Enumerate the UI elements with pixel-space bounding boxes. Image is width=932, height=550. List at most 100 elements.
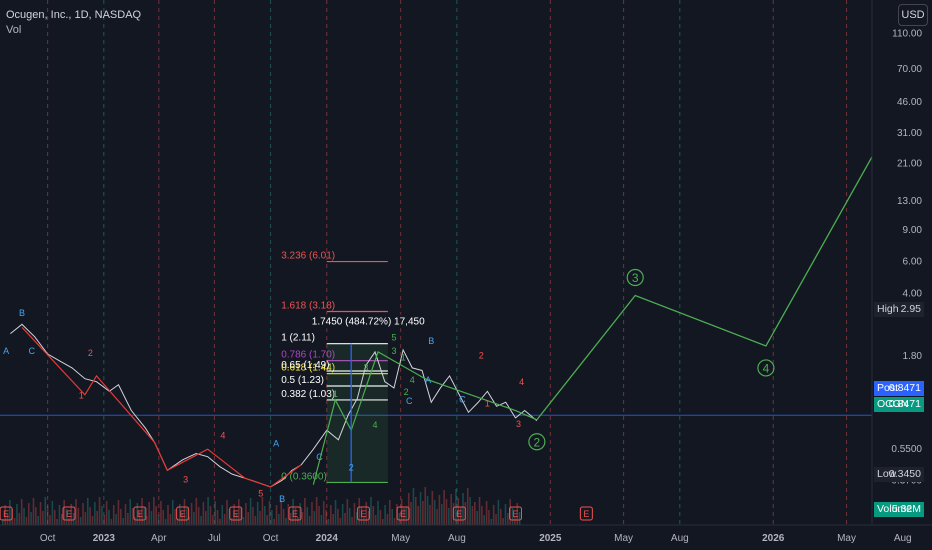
volume-bar (235, 513, 238, 525)
wave-circle (528, 433, 546, 451)
volume-bar (327, 519, 330, 525)
volume-bar (84, 512, 87, 525)
earnings-marker (62, 506, 76, 521)
volume-bar (346, 499, 349, 525)
earnings-marker (133, 506, 147, 521)
volume-bar (306, 507, 309, 525)
volume-bar (202, 502, 205, 525)
volume-bar (429, 505, 431, 525)
price-tick-label: 13.00 (897, 196, 922, 207)
volume-bar (431, 491, 434, 525)
fib-level-label: 0 (0.3600) (281, 471, 327, 482)
volume-bar (259, 511, 261, 525)
volume-bar (483, 515, 486, 525)
earnings-marker-label: E (512, 509, 518, 519)
volume-bar (101, 506, 103, 525)
volume-bar (341, 504, 344, 525)
volume-bar (63, 500, 65, 525)
volume-bar (268, 501, 271, 525)
volume-bar (79, 517, 82, 525)
earnings-marker-label: E (137, 509, 143, 519)
volume-bar (82, 503, 84, 525)
volume-bar (209, 506, 212, 525)
wave-label: 4 (373, 420, 378, 430)
volume-bar (367, 511, 370, 525)
volume-bar (405, 507, 408, 525)
volume-bar (4, 505, 6, 525)
wave-label: B (279, 494, 285, 504)
volume-bar (457, 498, 460, 525)
volume-bar (386, 514, 389, 525)
volume-bar (103, 515, 106, 525)
volume-bar (271, 510, 273, 525)
volume-tag: Volume 5.32M (874, 502, 924, 517)
volume-bar (131, 508, 134, 525)
volume-bar (292, 499, 294, 525)
volume-bar (89, 507, 91, 525)
fib-level-label: 1.618 (3.18) (281, 301, 335, 312)
wave-label: C (459, 394, 466, 404)
volume-bar (70, 504, 73, 525)
wave-label: 3 (363, 362, 368, 372)
volume-bar (181, 513, 183, 525)
volume-bar (325, 510, 327, 525)
volume-bar (35, 507, 37, 525)
volume-bar (186, 508, 188, 525)
volume-bar (226, 500, 228, 525)
time-tick-label: Aug (671, 533, 689, 544)
volume-bar (254, 516, 257, 525)
volume-bar (247, 512, 250, 525)
earnings-marker-label: E (66, 509, 72, 519)
volume-bar (98, 497, 101, 525)
time-tick-label: Oct (263, 533, 279, 544)
volume-bar (339, 518, 342, 525)
volume-bar (492, 505, 495, 525)
volume-bar (179, 504, 181, 525)
volume-bar (287, 504, 290, 525)
wave-label: C (29, 346, 36, 356)
fib-level-label: 0.618 (1.44) (281, 363, 335, 374)
volume-bar (30, 512, 32, 525)
price-tick-label: 46.00 (897, 97, 922, 108)
earnings-marker-label: E (456, 509, 462, 519)
volume-bar (356, 512, 358, 525)
time-tick-label: Aug (894, 533, 912, 544)
earnings-marker-label: E (3, 509, 9, 519)
volume-bar (304, 498, 306, 525)
volume-bar (141, 498, 143, 525)
volume-bar (495, 514, 497, 525)
wave-label: A (3, 346, 9, 356)
volume-bar (127, 513, 129, 525)
volume-bar (68, 518, 70, 525)
volume-bar (91, 516, 94, 525)
red-wave-path (21, 326, 302, 488)
low-value: 0.3450 (888, 468, 921, 480)
volume-bar (214, 501, 216, 525)
fib-level-label: 0.65 (1.49) (281, 360, 329, 371)
volume-bar (301, 512, 304, 525)
volume-bar (403, 508, 405, 525)
wave-circle-label: 3 (632, 271, 639, 285)
volume-bar (39, 502, 42, 525)
volume-bar (507, 513, 509, 525)
time-tick-label: 2024 (316, 533, 339, 544)
volume-bar (25, 517, 28, 525)
volume-bar (485, 501, 488, 525)
volume-bar (360, 507, 363, 525)
volume-bar (448, 508, 450, 525)
volume-bar (56, 519, 58, 525)
measure-label: 1.7450 (484.72%) 17,450 (312, 316, 425, 327)
volume-bar (445, 499, 448, 525)
volume-bar (381, 519, 384, 525)
ocgn-tag: OCGN 0.8471 (874, 397, 924, 412)
volume-bar (32, 498, 35, 525)
wave-label: 2 (479, 350, 484, 360)
volume-bar (266, 515, 268, 525)
currency-button[interactable]: USD (898, 4, 928, 26)
volume-bar (372, 506, 375, 525)
volume-bar (330, 505, 332, 525)
volume-bar (358, 498, 360, 525)
volume-bar (462, 493, 464, 525)
volume-bar (400, 499, 403, 525)
